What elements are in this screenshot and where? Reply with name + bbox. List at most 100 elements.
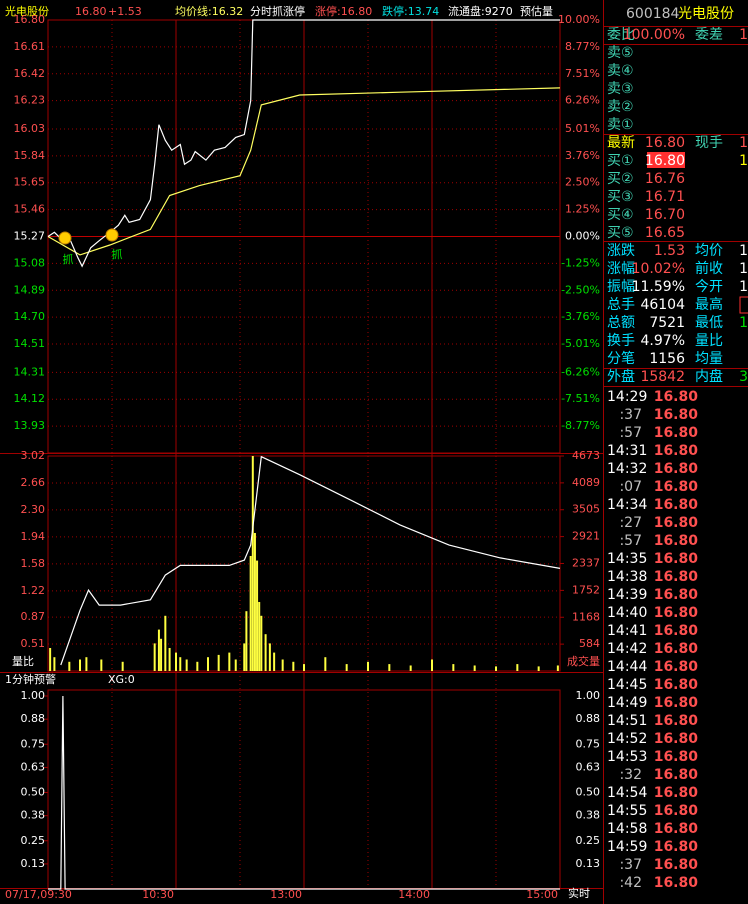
- y-tick-label: 16.03: [14, 122, 46, 135]
- stock-name: 光电股份: [678, 6, 734, 22]
- trade-time: 14:51: [607, 713, 647, 729]
- trade-time: 14:58: [607, 821, 647, 837]
- quote-cell: 外盘: [607, 368, 635, 385]
- y2-tick-label: 1752: [572, 583, 600, 596]
- trade-price: 16.80: [654, 875, 699, 891]
- y-tick-label: 14.51: [14, 337, 46, 350]
- trade-time: :37: [619, 407, 642, 423]
- trade-price: 16.80: [654, 533, 699, 549]
- trade-time: 14:55: [607, 803, 647, 819]
- pct-tick-label: -2.50%: [561, 283, 600, 296]
- y-tick-label: 0.25: [21, 834, 46, 847]
- quote-cell: 最高: [695, 296, 723, 313]
- quote-cell: 涨幅: [607, 261, 635, 277]
- volume-bar: [234, 659, 237, 671]
- quote-cell: 内盘: [695, 368, 723, 385]
- quote-cell: 涨跌: [607, 243, 635, 259]
- y-tick-label: 15.46: [14, 203, 46, 216]
- trade-time: 14:32: [607, 461, 647, 477]
- y2-tick-label: 4089: [572, 476, 600, 489]
- y2-tick-label: 584: [579, 637, 600, 650]
- quote-cell: 换手: [607, 332, 635, 349]
- trade-time: 14:34: [607, 497, 647, 513]
- quote-cell: 1: [739, 243, 748, 259]
- x-tick-label: 10:30: [142, 888, 174, 901]
- y-tick-label: 14.12: [14, 392, 46, 405]
- trade-price: 16.80: [654, 587, 699, 603]
- trade-time: 14:31: [607, 443, 647, 459]
- volume-bar: [303, 664, 305, 671]
- volume-bar: [324, 657, 327, 671]
- y-tick-label: 16.42: [14, 67, 46, 80]
- trade-price: 16.80: [654, 731, 699, 747]
- y2-tick-label: 4673: [572, 449, 600, 462]
- pct-tick-label: 8.77%: [565, 40, 600, 53]
- y2-tick-label: 2337: [572, 556, 600, 569]
- annotation: 抓: [63, 252, 74, 266]
- volume-bar: [179, 657, 182, 671]
- pct-tick-label: -7.51%: [561, 392, 600, 405]
- volume-bar: [249, 555, 252, 671]
- pct-tick-label: -5.01%: [561, 337, 600, 350]
- volume-bar: [228, 652, 231, 671]
- pct-tick-label: 1.25%: [565, 203, 600, 216]
- highlight-box: [647, 152, 685, 168]
- trade-price: 16.80: [654, 569, 699, 585]
- panel-title: 1分钟预警: [5, 672, 56, 686]
- sell-label: 卖③: [607, 81, 634, 97]
- trade-price: 16.80: [654, 767, 699, 783]
- y2-tick-label: 0.88: [576, 712, 601, 725]
- volume-bar: [85, 657, 88, 671]
- y-tick-label: 1.00: [21, 689, 46, 702]
- sell-label: 卖④: [607, 63, 634, 79]
- annotation: 抓: [112, 247, 123, 261]
- trade-time: 14:45: [607, 677, 647, 693]
- volume-bar: [153, 643, 156, 671]
- trade-price: 16.80: [654, 425, 699, 441]
- volume-bar: [175, 652, 177, 671]
- y-tick-label: 0.63: [21, 760, 46, 773]
- volume-bar: [367, 661, 369, 671]
- volume-bar: [281, 659, 284, 671]
- y2-tick-label: 0.38: [576, 809, 601, 822]
- quote-cell: 10.02%: [632, 261, 685, 277]
- trade-time: 14:54: [607, 785, 647, 801]
- trade-time: :32: [619, 767, 642, 783]
- volume-bar: [292, 661, 295, 671]
- y-tick-label: 0.51: [21, 637, 46, 650]
- quote-cell: 均量: [695, 351, 723, 367]
- header-item: 跌停:13.74: [382, 4, 439, 18]
- pct-tick-label: -3.76%: [561, 310, 600, 323]
- pct-tick-label: 2.50%: [565, 176, 600, 189]
- trade-price: 16.80: [654, 515, 699, 531]
- y-tick-label: 1.94: [21, 530, 46, 543]
- volume-bar: [495, 666, 497, 671]
- quote-cell: 1.53: [654, 243, 685, 259]
- y2-tick-label: 0.13: [576, 857, 601, 870]
- volume-bar: [164, 615, 167, 671]
- buy-price: 16.71: [645, 189, 685, 205]
- y-tick-label: 0.88: [21, 712, 46, 725]
- quote-cell: 分笔: [607, 351, 635, 367]
- quote-cell: 15842: [640, 369, 685, 385]
- stock-code: 600184: [626, 6, 680, 22]
- y-tick-label: 15.08: [14, 256, 46, 269]
- signal-icon: [105, 228, 119, 242]
- y-tick-label: 16.61: [14, 40, 46, 53]
- volume-bar: [243, 643, 246, 671]
- trade-time: 14:38: [607, 569, 647, 585]
- trade-price: 16.80: [654, 389, 699, 405]
- trade-price: 16.80: [654, 623, 699, 639]
- y-tick-label: 1.22: [21, 584, 46, 597]
- quote-cell: 前收: [695, 260, 723, 277]
- axis-label: 量比: [12, 655, 34, 668]
- volume-bar: [245, 611, 248, 671]
- trade-price: 16.80: [654, 857, 699, 873]
- y2-tick-label: 0.50: [576, 786, 601, 799]
- quote-cell: 最新: [607, 135, 635, 151]
- quote-cell: 7521: [649, 315, 685, 331]
- header-item: 涨停:16.80: [315, 4, 372, 18]
- indicator: XG:0: [108, 673, 135, 686]
- y2-tick-label: 3505: [572, 503, 600, 516]
